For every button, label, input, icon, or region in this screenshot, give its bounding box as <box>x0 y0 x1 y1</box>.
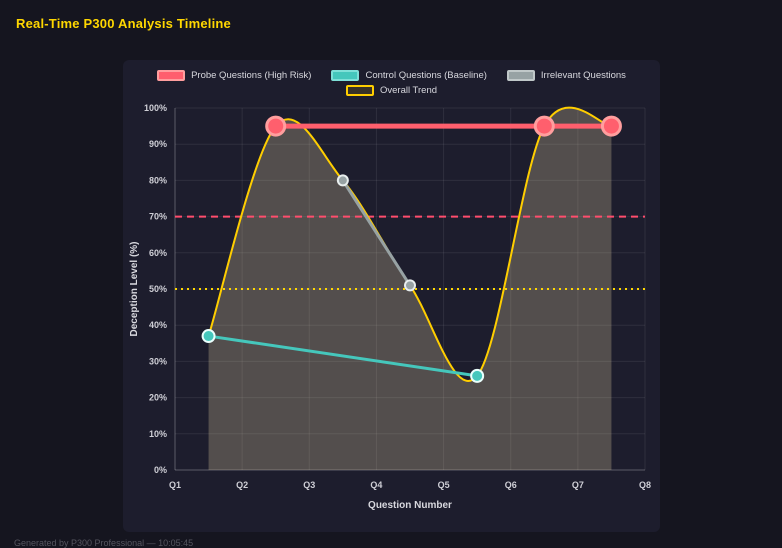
legend-marker <box>506 70 535 81</box>
data-point-s3-2[interactable] <box>404 279 416 292</box>
x-tick-label: Q8 <box>639 480 651 490</box>
data-point-s3-1[interactable] <box>336 174 349 187</box>
y-tick-label: 10% <box>149 429 167 439</box>
x-tick-label: Q6 <box>505 480 517 490</box>
legend-marker <box>345 85 374 96</box>
x-tick-label: Q4 <box>370 480 382 490</box>
x-tick-label: Q3 <box>303 480 315 490</box>
x-axis-title: Question Number <box>368 500 452 511</box>
y-tick-label: 0% <box>154 465 167 475</box>
data-point-s2-1[interactable] <box>201 329 216 344</box>
legend-row: Overall Trend <box>345 85 438 96</box>
y-tick-label: 90% <box>149 139 167 149</box>
y-tick-label: 100% <box>144 103 167 113</box>
y-tick-label: 30% <box>149 356 167 366</box>
y-tick-label: 80% <box>149 175 167 185</box>
footer-note: Generated by P300 Professional — 10:05:4… <box>14 538 194 548</box>
p300-timeline-chart: 0% 10% 20% 30% 40% 50% 60% 70% 80% 90% 100% Q1 Q2 Q3 Q… <box>129 103 651 511</box>
legend-item-1[interactable]: Probe Questions (High Risk) <box>157 70 311 81</box>
legend-label: Probe Questions (High Risk) <box>191 70 312 81</box>
legend-marker <box>157 70 186 81</box>
data-point-s1-3[interactable] <box>600 115 622 137</box>
x-tick-label: Q2 <box>236 480 248 490</box>
x-tick-label: Q7 <box>572 480 584 490</box>
chart-panel: Probe Questions (High Risk) Control Quest… <box>123 60 660 532</box>
legend-label: Control Questions (Baseline) <box>365 70 487 81</box>
legend-item-3[interactable]: Irrelevant Questions <box>506 70 626 81</box>
y-axis-title: Deception Level (%) <box>129 241 140 336</box>
y-tick-label: 20% <box>149 393 167 403</box>
y-tick-label: 40% <box>149 320 167 330</box>
y-tick-label: 60% <box>149 248 167 258</box>
y-tick-label: 50% <box>149 284 167 294</box>
chart-area: 0% 10% 20% 30% 40% 50% 60% 70% 80% 90% 100% Q1 Q2 Q3 Q… <box>123 96 660 521</box>
data-point-s1-1[interactable] <box>265 115 287 137</box>
chart-legend: Probe Questions (High Risk) Control Quest… <box>123 60 660 96</box>
data-point-s2-2[interactable] <box>470 368 485 383</box>
legend-item-4[interactable]: Overall Trend <box>345 85 438 96</box>
y-tick-label: 70% <box>149 212 167 222</box>
legend-label: Irrelevant Questions <box>540 70 626 81</box>
series-line-2 <box>207 334 479 378</box>
page-title: Real-Time P300 Analysis Timeline <box>16 16 231 31</box>
legend-item-2[interactable]: Control Questions (Baseline) <box>331 70 487 81</box>
series-line-3 <box>341 178 412 287</box>
x-tick-label: Q1 <box>169 480 181 490</box>
data-point-s1-2[interactable] <box>533 115 555 137</box>
legend-label: Overall Trend <box>379 85 438 96</box>
legend-row: Probe Questions (High Risk) Control Quest… <box>157 70 626 81</box>
x-tick-label: Q5 <box>438 480 450 490</box>
legend-marker <box>331 70 360 81</box>
